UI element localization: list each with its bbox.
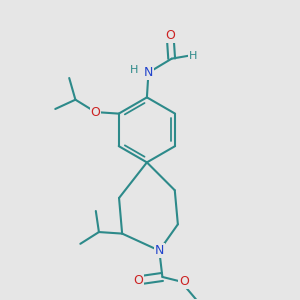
- Text: O: O: [91, 106, 100, 118]
- Text: H: H: [188, 51, 197, 61]
- Text: N: N: [154, 244, 164, 257]
- Text: N: N: [144, 66, 153, 79]
- Text: O: O: [179, 275, 189, 288]
- Text: O: O: [165, 29, 175, 42]
- Text: O: O: [133, 274, 143, 286]
- Text: H: H: [129, 65, 138, 75]
